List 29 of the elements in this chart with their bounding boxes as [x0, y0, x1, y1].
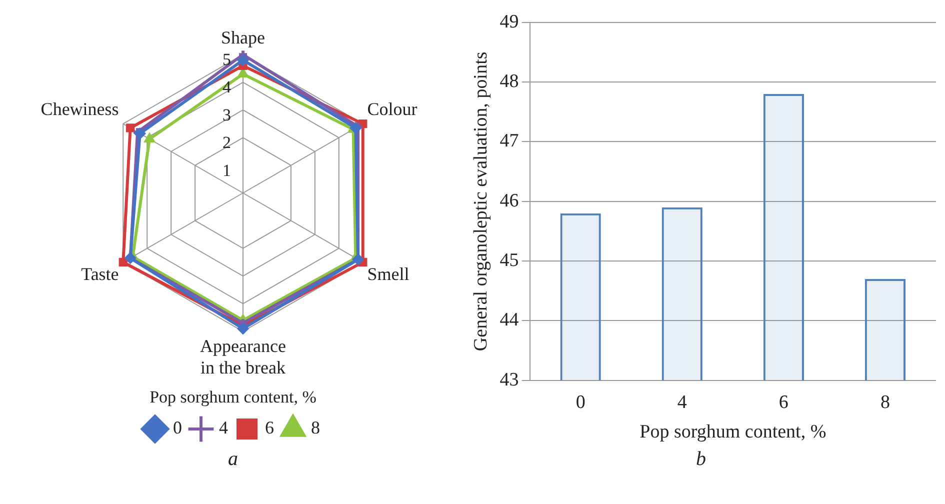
y-tick-label: 46: [500, 190, 519, 212]
legend-label: 8: [311, 418, 320, 438]
text: b: [696, 448, 706, 471]
y-tick-label: 47: [500, 130, 519, 152]
y-tick-label: 2: [222, 133, 231, 152]
y-tick-label: 43: [500, 369, 519, 390]
y-tick-label: 44: [500, 310, 520, 331]
spoke-label: Chewiness: [40, 99, 119, 120]
y-tick-label: 1: [222, 160, 231, 180]
spoke-label: Appearance in the break: [200, 336, 286, 378]
legend-label: 0: [173, 418, 182, 438]
spoke-label: Colour: [367, 99, 418, 120]
spoke-label: Smell: [367, 264, 410, 284]
x-tick-label: 0: [576, 392, 586, 413]
y-tick-label: 45: [500, 250, 519, 272]
y-tick-label: 49: [500, 11, 519, 32]
legend-label: 6: [265, 418, 274, 438]
spoke-label: Taste: [81, 264, 119, 284]
y-axis-title: General organoleptic evaluation, points: [470, 52, 492, 352]
spoke-label: Shape: [221, 28, 265, 48]
x-axis-title: Pop sorghum content, %: [640, 422, 826, 443]
text: a: [228, 448, 238, 471]
x-tick-label: 8: [880, 392, 890, 413]
y-tick-label: 3: [222, 105, 231, 124]
y-tick-label: 48: [500, 71, 519, 92]
y-tick-label: 5: [222, 50, 231, 70]
x-tick-label: 4: [677, 392, 688, 413]
x-tick-label: 6: [778, 392, 788, 413]
legend-title: Pop sorghum content, %: [150, 388, 316, 407]
